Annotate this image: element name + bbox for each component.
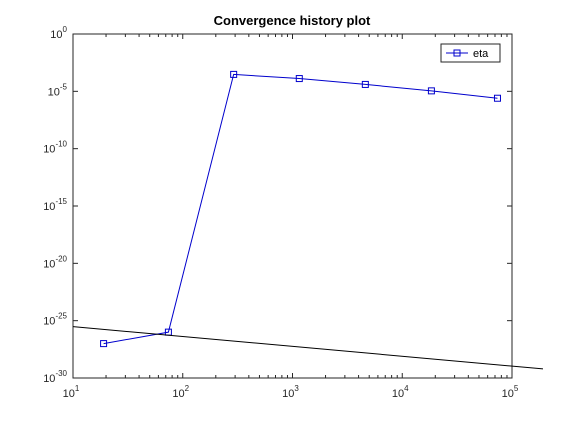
series-0 bbox=[100, 70, 501, 348]
x-tick-label: 102 bbox=[172, 384, 189, 400]
chart-title: Convergence history plot bbox=[214, 13, 371, 28]
y-tick-label: 10-10 bbox=[43, 140, 67, 156]
series-1 bbox=[73, 326, 543, 370]
x-tick-exponent: 2 bbox=[185, 384, 190, 393]
legend: eta bbox=[440, 43, 501, 63]
data-point-marker bbox=[295, 75, 303, 83]
x-tick-base: 10 bbox=[63, 388, 75, 400]
series-line bbox=[103, 73, 498, 345]
data-point-marker bbox=[427, 87, 435, 95]
legend-marker bbox=[453, 49, 461, 57]
x-tick-label: 105 bbox=[502, 384, 519, 400]
x-tick-exponent: 1 bbox=[75, 384, 80, 393]
legend-box bbox=[440, 43, 501, 63]
y-tick-label: 10-30 bbox=[43, 369, 67, 385]
y-tick-exponent: -20 bbox=[55, 254, 67, 263]
y-tick-exponent: 0 bbox=[63, 25, 68, 34]
x-tick-base: 10 bbox=[172, 388, 184, 400]
legend-label: eta bbox=[473, 48, 489, 60]
data-point-marker bbox=[361, 80, 369, 88]
y-tick-base: 10 bbox=[43, 144, 55, 156]
y-tick-label: 100 bbox=[50, 25, 67, 41]
y-tick-exponent: -30 bbox=[55, 369, 67, 378]
y-tick-exponent: -10 bbox=[55, 140, 67, 149]
x-tick-label: 103 bbox=[282, 384, 299, 400]
series-line bbox=[73, 326, 543, 370]
y-tick-label: 10-5 bbox=[48, 82, 68, 98]
axes-box bbox=[72, 33, 513, 379]
y-tick-base: 10 bbox=[50, 29, 62, 41]
y-tick-base: 10 bbox=[48, 86, 60, 98]
y-tick-exponent: -5 bbox=[60, 82, 68, 91]
y-tick-base: 10 bbox=[43, 258, 55, 270]
y-tick-label: 10-15 bbox=[43, 197, 67, 213]
data-point-marker bbox=[493, 94, 501, 102]
x-tick-label: 104 bbox=[392, 384, 409, 400]
x-tick-base: 10 bbox=[502, 388, 514, 400]
y-tick-exponent: -15 bbox=[55, 197, 67, 206]
x-tick-label: 101 bbox=[63, 384, 80, 400]
x-tick-base: 10 bbox=[392, 388, 404, 400]
x-tick-exponent: 3 bbox=[294, 384, 299, 393]
series-layer bbox=[73, 70, 543, 370]
y-tick-base: 10 bbox=[43, 201, 55, 213]
y-tick-label: 10-25 bbox=[43, 312, 67, 328]
x-tick-exponent: 5 bbox=[514, 384, 519, 393]
plot-area bbox=[73, 34, 512, 378]
y-tick-exponent: -25 bbox=[55, 312, 67, 321]
data-point-marker bbox=[100, 340, 108, 348]
plot-background bbox=[73, 34, 512, 378]
y-tick-base: 10 bbox=[43, 316, 55, 328]
y-tick-label: 10-20 bbox=[43, 254, 67, 270]
y-tick-base: 10 bbox=[43, 373, 55, 385]
axes: 101 102 103 104 10510010-510-1010-1510-2010-… bbox=[43, 25, 519, 400]
x-tick-exponent: 4 bbox=[404, 384, 409, 393]
data-point-marker bbox=[230, 70, 238, 78]
x-tick-base: 10 bbox=[282, 388, 294, 400]
